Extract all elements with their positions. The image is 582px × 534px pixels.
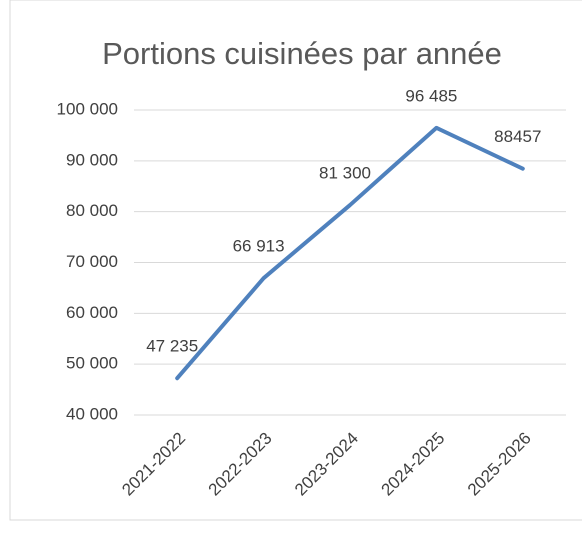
data-label: 88457 xyxy=(494,127,541,146)
y-tick-label: 80 000 xyxy=(66,201,118,220)
x-tick-label: 2025-2026 xyxy=(464,429,535,500)
y-tick-label: 60 000 xyxy=(66,303,118,322)
y-tick-label: 100 000 xyxy=(57,99,118,118)
chart-frame xyxy=(9,0,582,521)
x-tick-label: 2023-2024 xyxy=(291,429,362,500)
data-label: 96 485 xyxy=(405,86,457,105)
data-label: 66 913 xyxy=(233,237,285,256)
x-tick-label: 2022-2023 xyxy=(205,429,276,500)
y-tick-label: 90 000 xyxy=(66,150,118,169)
data-line xyxy=(175,125,525,381)
data-label: 47 235 xyxy=(146,337,198,356)
y-tick-label: 40 000 xyxy=(66,404,118,423)
x-tick-label: 2021-2022 xyxy=(118,429,189,500)
data-label: 81 300 xyxy=(319,164,371,183)
y-tick-label: 50 000 xyxy=(66,354,118,373)
y-tick-label: 70 000 xyxy=(66,252,118,271)
x-tick-label: 2024-2025 xyxy=(377,429,448,500)
chart-title: Portions cuisinées par année xyxy=(102,36,502,71)
